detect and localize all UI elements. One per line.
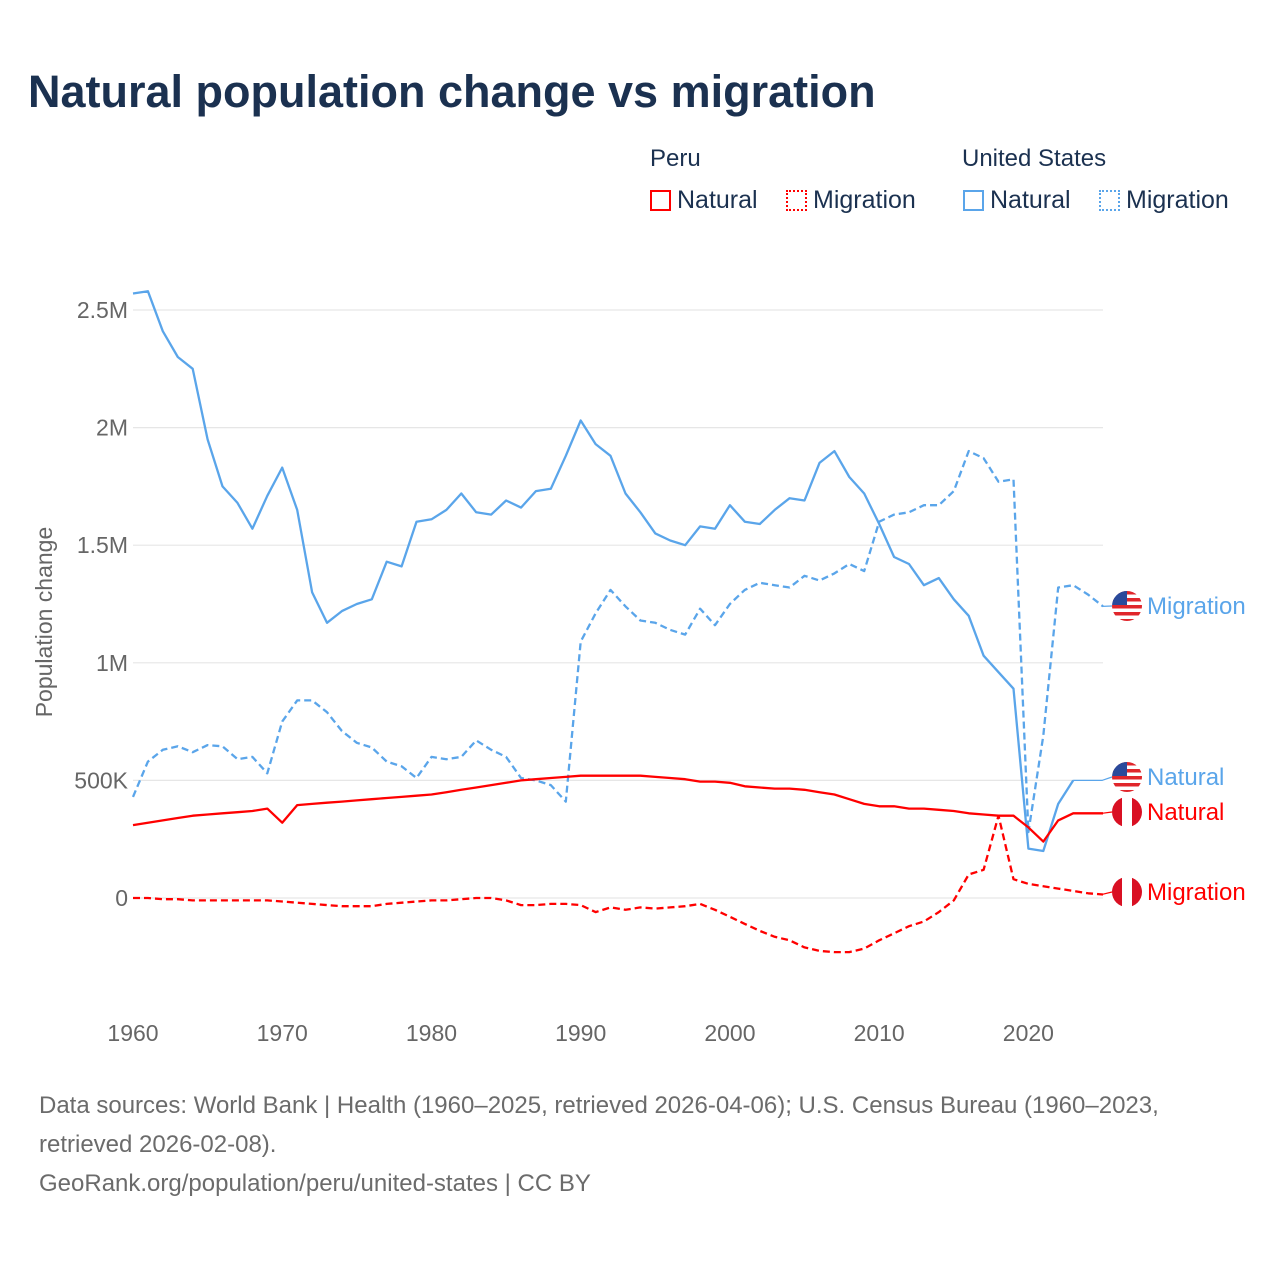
- legend-peru-migration[interactable]: Migration: [786, 186, 916, 215]
- solid-swatch-icon: [963, 190, 984, 211]
- y-tick-label: 500K: [74, 767, 128, 793]
- x-tick-label: 2010: [854, 1020, 905, 1046]
- dotted-swatch-icon: [786, 190, 807, 211]
- y-tick-label: 2.5M: [77, 297, 128, 323]
- peru-flag-icon: [1112, 797, 1142, 827]
- x-tick-label: 2000: [704, 1020, 755, 1046]
- dotted-swatch-icon: [1099, 190, 1120, 211]
- y-tick-label: 0: [115, 885, 128, 911]
- x-tick-label: 1980: [406, 1020, 457, 1046]
- x-tick-label: 1960: [107, 1020, 158, 1046]
- x-tick-label: 2020: [1003, 1020, 1054, 1046]
- x-tick-label: 1970: [257, 1020, 308, 1046]
- footer-link[interactable]: GeoRank.org/population/peru/united-state…: [39, 1170, 591, 1197]
- y-tick-label: 1M: [96, 650, 128, 676]
- legend-group-peru: Peru: [650, 145, 701, 172]
- footer-sources-cont: retrieved 2026-02-08).: [39, 1131, 277, 1158]
- solid-swatch-icon: [650, 190, 671, 211]
- y-axis-label: Population change: [31, 527, 57, 718]
- legend-us-natural[interactable]: Natural: [963, 186, 1071, 215]
- x-tick-label: 1990: [555, 1020, 606, 1046]
- chart-title: Natural population change vs migration: [28, 66, 876, 117]
- series-end-label: Migration: [1147, 879, 1246, 906]
- series-end-label: Migration: [1147, 593, 1246, 620]
- us-flag-icon: [1112, 591, 1142, 621]
- legend-label: Migration: [813, 186, 916, 214]
- series-line-peru-migration: [133, 814, 1104, 954]
- us-flag-icon: [1112, 762, 1142, 792]
- series-line-peru-natural: [132, 774, 1103, 843]
- legend-group-united-states: United States: [962, 145, 1107, 172]
- label-connector: [1073, 776, 1113, 782]
- series-line-united-states-natural: [132, 290, 1075, 853]
- legend-label: Migration: [1126, 186, 1229, 214]
- legend-label: Natural: [677, 186, 758, 214]
- series-end-label: Natural: [1147, 799, 1224, 826]
- plot-area: 0 500K 1M 1.5M 2M 2.5M 1960 1970 1980 1990 2000 201…: [31, 290, 1246, 1046]
- footer-sources: Data sources: World Bank | Health (1960–…: [39, 1092, 1159, 1119]
- legend-us-migration[interactable]: Migration: [1099, 186, 1229, 215]
- series-end-label: Natural: [1147, 764, 1224, 791]
- y-tick-label: 1.5M: [77, 532, 128, 558]
- label-connector: [1101, 891, 1113, 896]
- legend-peru-natural[interactable]: Natural: [650, 186, 758, 215]
- legend-label: Natural: [990, 186, 1071, 214]
- label-connector: [1101, 811, 1113, 814]
- y-tick-label: 2M: [96, 415, 128, 441]
- series-line-united-states-migration: [131, 449, 1104, 834]
- peru-flag-icon: [1112, 877, 1142, 907]
